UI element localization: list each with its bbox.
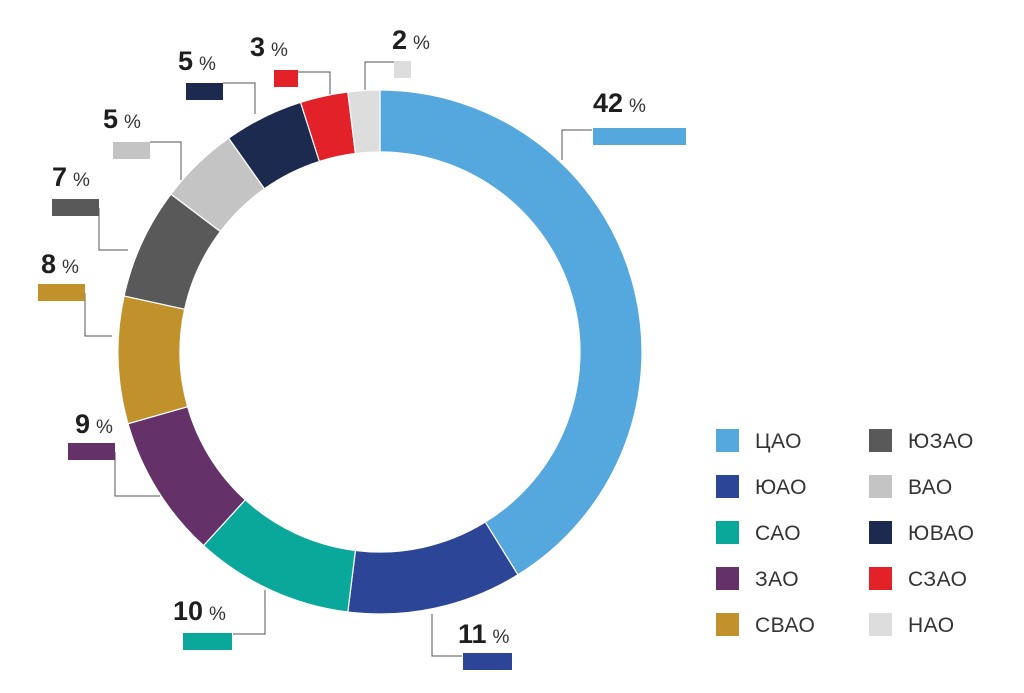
label-swatch-9 — [274, 70, 298, 87]
value-label-percent-sign: % — [629, 96, 646, 117]
legend-swatch-8 — [869, 521, 892, 544]
leader-line-4 — [114, 452, 160, 497]
value-label-percent-sign: % — [493, 627, 510, 648]
value-label-number: 3 — [250, 32, 265, 62]
donut-slices — [117, 89, 643, 615]
legend-label-3: САО — [755, 522, 801, 545]
donut-slice-5 — [117, 295, 189, 425]
value-label-3: 10% — [173, 596, 226, 626]
value-label-7: 5% — [103, 104, 141, 134]
legend-label-4: ЗАО — [755, 568, 799, 591]
leader-line-1 — [561, 129, 592, 160]
value-label-percent-sign: % — [271, 40, 288, 61]
value-label-percent-sign: % — [124, 112, 141, 133]
value-label-5: 8% — [41, 249, 79, 279]
label-swatch-10 — [394, 61, 411, 78]
label-swatch-6 — [52, 199, 99, 216]
value-label-6: 7% — [52, 162, 90, 192]
legend-swatch-2 — [716, 475, 739, 498]
value-label-percent-sign: % — [413, 33, 430, 54]
legend-swatch-3 — [716, 521, 739, 544]
value-label-percent-sign: % — [73, 170, 90, 191]
legend-label-6: ЮЗАО — [908, 430, 974, 453]
value-label-number: 5 — [178, 46, 193, 76]
value-label-number: 9 — [75, 409, 90, 439]
donut-slice-1 — [379, 89, 643, 576]
value-label-number: 7 — [52, 162, 67, 192]
legend-swatch-10 — [869, 613, 892, 636]
leader-line-5 — [84, 293, 112, 337]
legend-label-10: НАО — [908, 614, 955, 637]
leader-lines — [84, 61, 592, 657]
value-label-4: 9% — [75, 409, 113, 439]
legend-swatch-9 — [869, 567, 892, 590]
leader-line-7 — [150, 141, 182, 180]
value-label-number: 2 — [392, 25, 407, 55]
legend-swatch-5 — [716, 613, 739, 636]
value-label-number: 10 — [173, 596, 203, 626]
value-label-1: 42% — [593, 88, 646, 118]
value-label-number: 11 — [458, 619, 487, 649]
label-swatch-1 — [593, 128, 686, 145]
legend-label-5: СВАО — [755, 614, 815, 637]
donut-slice-2 — [347, 521, 519, 615]
value-label-10: 2% — [392, 25, 430, 55]
donut-slice-10 — [347, 89, 381, 155]
legend-label-1: ЦАО — [755, 430, 802, 453]
leader-line-2 — [431, 614, 462, 657]
legend-label-9: СЗАО — [908, 568, 968, 591]
label-swatch-7 — [113, 142, 150, 159]
value-label-9: 3% — [250, 32, 288, 62]
label-swatch-2 — [463, 653, 512, 670]
value-label-percent-sign: % — [199, 54, 216, 75]
leader-line-9 — [298, 71, 331, 98]
value-label-percent-sign: % — [62, 257, 79, 278]
value-labels: 42 %11 %10 %9 %8 %7 %5 %5 %3% 2% — [38, 25, 686, 670]
leader-line-8 — [223, 82, 256, 114]
leader-line-10 — [364, 61, 394, 90]
label-swatch-3 — [183, 633, 232, 650]
value-label-percent-sign: % — [96, 417, 113, 438]
legend-swatch-6 — [869, 429, 892, 452]
legend-swatch-4 — [716, 567, 739, 590]
legend: ЦАО ЮАО САО ЗАО СВАО ЮЗАО ВАО ЮВАО СЗАО НАО — [716, 429, 974, 637]
legend-label-7: ВАО — [908, 476, 953, 499]
legend-swatch-7 — [869, 475, 892, 498]
value-label-2: 11% — [458, 619, 510, 649]
leader-line-6 — [98, 208, 128, 251]
value-label-percent-sign: % — [209, 604, 226, 625]
value-label-number: 5 — [103, 104, 118, 134]
value-label-8: 5% — [178, 46, 216, 76]
label-swatch-4 — [68, 443, 115, 460]
value-label-number: 42 — [593, 88, 623, 118]
legend-label-2: ЮАО — [755, 476, 807, 499]
value-label-number: 8 — [41, 249, 56, 279]
label-swatch-8 — [186, 83, 223, 100]
legend-swatch-1 — [716, 429, 739, 452]
legend-label-8: ЮВАО — [908, 522, 974, 545]
leader-line-3 — [233, 590, 266, 635]
label-swatch-5 — [38, 284, 85, 301]
